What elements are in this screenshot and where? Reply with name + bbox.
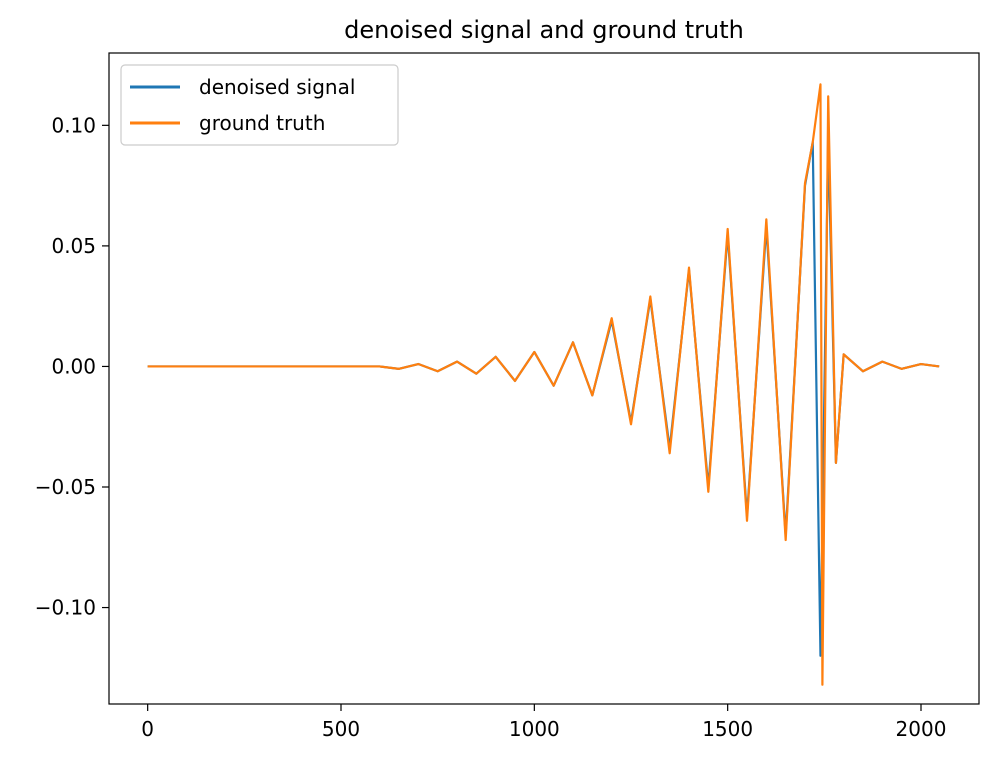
plot-area-frame <box>108 52 980 705</box>
y-tick-label: −0.05 <box>35 475 96 499</box>
x-tick-label: 2000 <box>896 717 947 741</box>
x-tick-label: 1500 <box>702 717 753 741</box>
y-tick-label: 0.05 <box>51 234 96 258</box>
x-tick-label: 500 <box>322 717 360 741</box>
y-tick-label: 0.00 <box>51 354 96 378</box>
series-line-ground-truth <box>147 83 940 686</box>
series-layer <box>147 83 940 686</box>
legend-label-ground-truth: ground truth <box>199 111 325 135</box>
y-tick-label: 0.10 <box>51 113 96 137</box>
x-tick-label: 0 <box>141 717 154 741</box>
y-axis: −0.10 −0.05 0.00 0.05 0.10 <box>35 113 109 620</box>
legend-box <box>120 64 399 146</box>
x-axis: 0 500 1000 1500 2000 <box>141 704 946 741</box>
legend-label-denoised-signal: denoised signal <box>199 75 355 99</box>
legend: denoised signal ground truth <box>120 64 399 146</box>
x-tick-label: 1000 <box>509 717 560 741</box>
y-tick-label: −0.10 <box>35 596 96 620</box>
chart-title: denoised signal and ground truth <box>344 16 744 44</box>
